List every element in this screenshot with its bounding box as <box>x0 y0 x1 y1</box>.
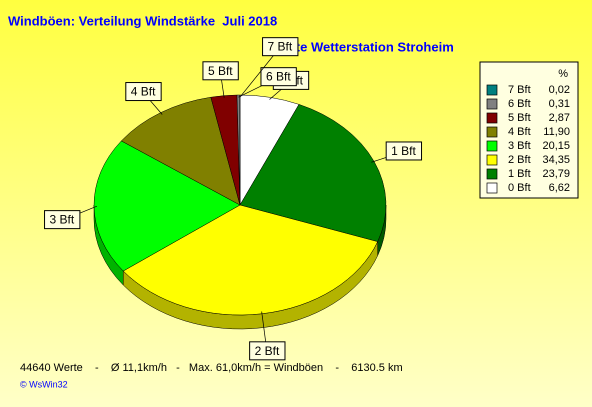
legend-swatch <box>486 140 498 152</box>
legend-header: % <box>558 68 568 80</box>
legend-swatch <box>486 98 498 110</box>
slice-label: 3 Bft <box>50 213 75 227</box>
pie <box>93 94 387 330</box>
legend-label: 2 Bft <box>508 154 531 166</box>
label-box <box>260 67 297 87</box>
legend-swatch <box>486 84 498 96</box>
footer: 44640 Werte - Ø 11,1km/h - Max. 61,0km/h… <box>20 362 403 374</box>
slice-label: 6 Bft <box>266 70 291 84</box>
credit: © WsWin32 <box>20 379 68 389</box>
chart-title: Windböen: Verteilung Windstärke Juli 201… <box>8 13 277 28</box>
legend-value: 0,31 <box>549 98 570 110</box>
slice-label: 1 Bft <box>391 144 416 158</box>
label-box <box>44 210 81 230</box>
legend-value: 11,90 <box>543 126 570 138</box>
label-box <box>385 141 423 161</box>
legend-swatch <box>486 182 498 194</box>
chart-subtitle: Private Wetterstation Stroheim <box>264 39 454 54</box>
label-box <box>202 61 239 81</box>
slice-label: 2 Bft <box>255 344 280 358</box>
slice-label: 4 Bft <box>131 85 156 99</box>
label-box <box>262 37 299 57</box>
legend-value: 6,62 <box>549 182 570 194</box>
legend-swatch <box>486 168 498 180</box>
legend-value: 2,87 <box>549 112 570 124</box>
legend-value: 20,15 <box>542 140 570 152</box>
legend-value: 34,35 <box>542 154 570 166</box>
legend-swatch <box>486 154 498 166</box>
legend-label: 0 Bft <box>508 182 531 194</box>
label-box <box>249 341 286 361</box>
legend-label: 1 Bft <box>508 168 531 180</box>
legend-swatch <box>486 126 498 138</box>
legend-value: 23,79 <box>542 168 570 180</box>
legend-label: 7 Bft <box>508 84 531 96</box>
legend-label: 6 Bft <box>508 98 531 110</box>
label-box <box>125 82 162 102</box>
legend-label: 3 Bft <box>508 140 531 152</box>
legend-value: 0,02 <box>549 84 570 96</box>
slice-label: 7 Bft <box>268 40 293 54</box>
legend-label: 5 Bft <box>508 112 531 124</box>
legend-label: 4 Bft <box>508 126 531 138</box>
slice-label: 5 Bft <box>208 64 233 78</box>
legend-swatch <box>486 112 498 124</box>
slice <box>93 140 241 272</box>
